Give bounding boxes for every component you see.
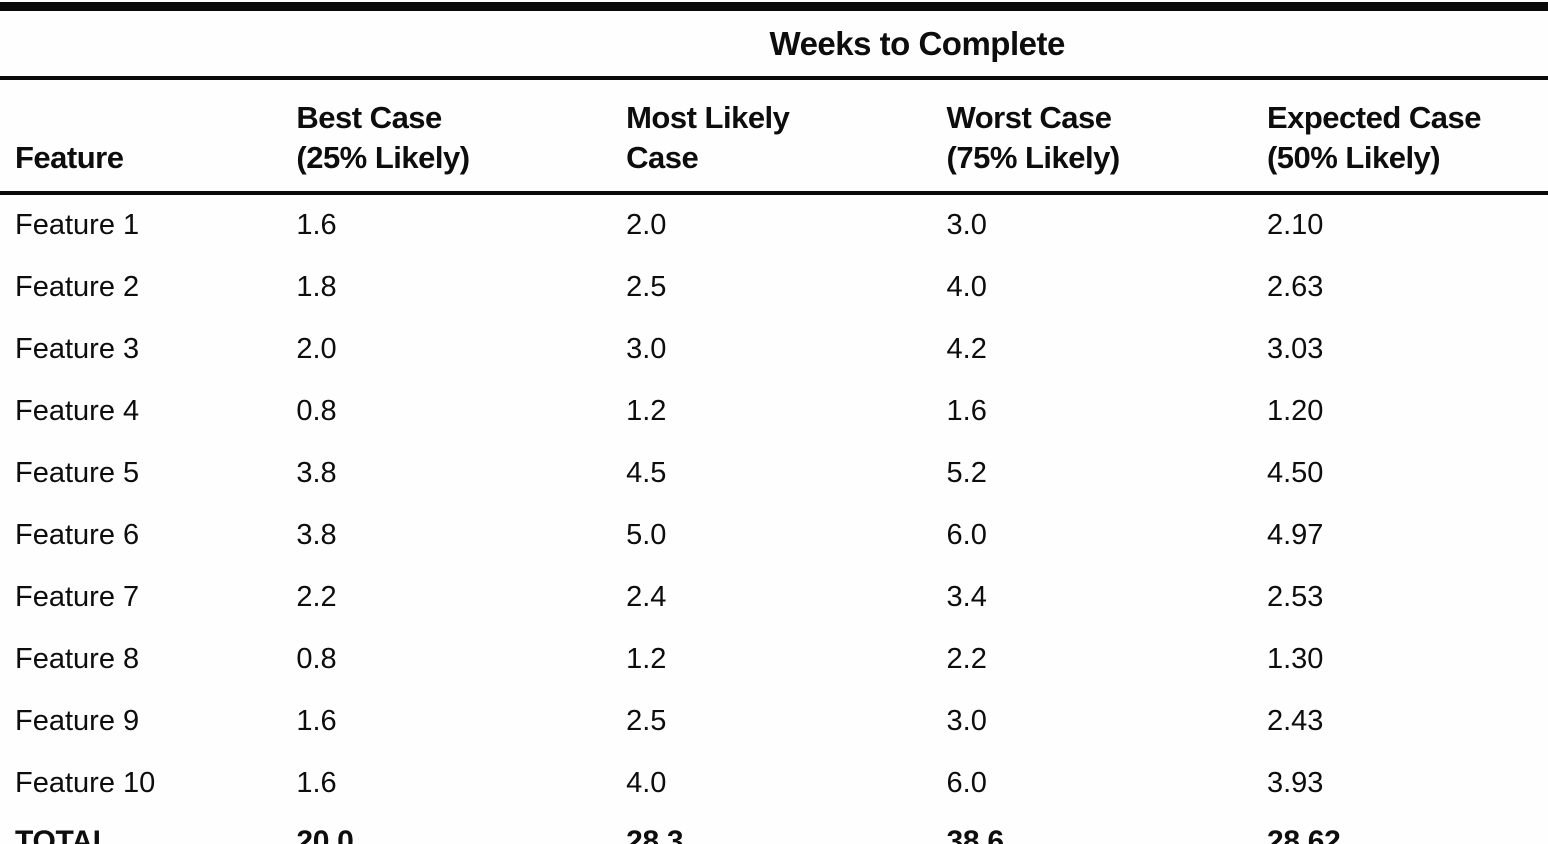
best-case-cell: 3.8 bbox=[296, 519, 337, 552]
worst-case-cell: 2.2 bbox=[946, 643, 987, 676]
most-likely-cell: 2.4 bbox=[626, 581, 667, 614]
span-header-spacer bbox=[0, 2, 287, 80]
total-expected-case: 28.62 bbox=[1256, 815, 1548, 844]
column-header-expected-case-line2: (50% Likely) bbox=[1266, 139, 1441, 175]
table-foot: TOTAL 20.0 28.3 38.6 28.62 bbox=[0, 815, 1548, 844]
table-row: Feature 1 1.6 2.0 3.0 2.10 bbox=[0, 193, 1548, 257]
most-likely-cell: 1.2 bbox=[626, 395, 667, 428]
feature-name-cell: Feature 10 bbox=[15, 767, 156, 800]
total-best-case: 20.0 bbox=[286, 815, 617, 844]
feature-name-cell: Feature 5 bbox=[15, 457, 140, 490]
table-row: Feature 3 2.0 3.0 4.2 3.03 bbox=[0, 319, 1548, 381]
column-header-worst-case-line1: Worst Case bbox=[946, 100, 1113, 135]
expected-case-cell: 3.93 bbox=[1266, 767, 1324, 800]
expected-case-cell: 4.97 bbox=[1266, 519, 1324, 552]
column-header-most-likely-line2: Case bbox=[626, 139, 699, 175]
most-likely-cell: 2.5 bbox=[626, 705, 667, 738]
best-case-cell: 1.8 bbox=[296, 271, 337, 304]
worst-case-cell: 4.2 bbox=[946, 333, 987, 366]
most-likely-cell: 2.0 bbox=[626, 209, 667, 242]
span-header-row: Weeks to Complete bbox=[0, 2, 1548, 80]
table-row: Feature 10 1.6 4.0 6.0 3.93 bbox=[0, 753, 1548, 815]
most-likely-cell: 3.0 bbox=[626, 333, 667, 366]
worst-case-cell: 6.0 bbox=[946, 519, 987, 552]
total-row: TOTAL 20.0 28.3 38.6 28.62 bbox=[0, 815, 1548, 844]
expected-case-cell: 2.63 bbox=[1266, 271, 1324, 304]
best-case-cell: 0.8 bbox=[296, 643, 337, 676]
worst-case-cell: 3.0 bbox=[946, 209, 987, 242]
expected-case-cell: 4.50 bbox=[1266, 457, 1324, 490]
worst-case-cell: 3.0 bbox=[946, 705, 987, 738]
most-likely-cell: 4.0 bbox=[626, 767, 667, 800]
table-title: Weeks to Complete bbox=[286, 2, 1548, 80]
column-header-worst-case-line2: (75% Likely) bbox=[946, 139, 1121, 175]
column-header-feature-line1: Feature bbox=[15, 139, 124, 175]
best-case-cell: 3.8 bbox=[296, 457, 337, 490]
column-header-most-likely: Most Likely Case bbox=[616, 78, 937, 196]
table-row: Feature 2 1.8 2.5 4.0 2.63 bbox=[0, 257, 1548, 319]
table-row: Feature 6 3.8 5.0 6.0 4.97 bbox=[0, 505, 1548, 567]
feature-name-cell: Feature 2 bbox=[15, 271, 140, 304]
most-likely-cell: 2.5 bbox=[626, 271, 667, 304]
table-row: Feature 9 1.6 2.5 3.0 2.43 bbox=[0, 691, 1548, 753]
column-header-feature: Feature bbox=[0, 78, 287, 196]
feature-name-cell: Feature 8 bbox=[15, 643, 140, 676]
column-header-most-likely-line1: Most Likely bbox=[626, 100, 790, 135]
column-header-best-case: Best Case (25% Likely) bbox=[286, 78, 617, 196]
column-header-expected-case-line1: Expected Case bbox=[1266, 100, 1482, 135]
feature-name-cell: Feature 7 bbox=[15, 581, 140, 614]
column-header-best-case-line2: (25% Likely) bbox=[296, 139, 470, 175]
column-header-row: Feature Best Case (25% Likely) Most Like… bbox=[0, 78, 1548, 196]
feature-name-cell: Feature 1 bbox=[15, 209, 140, 242]
expected-case-cell: 3.03 bbox=[1266, 333, 1324, 366]
most-likely-cell: 5.0 bbox=[626, 519, 667, 552]
total-most-likely: 28.3 bbox=[616, 815, 937, 844]
expected-case-cell: 2.10 bbox=[1266, 209, 1324, 242]
best-case-cell: 2.0 bbox=[296, 333, 337, 366]
total-worst-case: 38.6 bbox=[936, 815, 1257, 844]
most-likely-cell: 4.5 bbox=[626, 457, 667, 490]
worst-case-cell: 1.6 bbox=[946, 395, 987, 428]
most-likely-cell: 1.2 bbox=[626, 643, 667, 676]
best-case-cell: 2.2 bbox=[296, 581, 337, 614]
table-row: Feature 5 3.8 4.5 5.2 4.50 bbox=[0, 443, 1548, 505]
table-head: Weeks to Complete Feature Best Case (25%… bbox=[0, 2, 1548, 196]
column-header-worst-case: Worst Case (75% Likely) bbox=[936, 78, 1257, 196]
worst-case-cell: 5.2 bbox=[946, 457, 987, 490]
worst-case-cell: 6.0 bbox=[946, 767, 987, 800]
feature-name-cell: Feature 4 bbox=[15, 395, 140, 428]
table-row: Feature 4 0.8 1.2 1.6 1.20 bbox=[0, 381, 1548, 443]
column-header-best-case-line1: Best Case bbox=[296, 100, 442, 135]
table-body: Feature 1 1.6 2.0 3.0 2.10 Feature 2 1.8… bbox=[0, 193, 1548, 815]
expected-case-cell: 1.20 bbox=[1266, 395, 1324, 428]
best-case-cell: 1.6 bbox=[296, 705, 337, 738]
best-case-cell: 1.6 bbox=[296, 209, 337, 242]
best-case-cell: 0.8 bbox=[296, 395, 337, 428]
worst-case-cell: 4.0 bbox=[946, 271, 987, 304]
worst-case-cell: 3.4 bbox=[946, 581, 987, 614]
feature-name-cell: Feature 3 bbox=[15, 333, 140, 366]
expected-case-cell: 2.43 bbox=[1266, 705, 1324, 738]
best-case-cell: 1.6 bbox=[296, 767, 337, 800]
feature-name-cell: Feature 6 bbox=[15, 519, 140, 552]
total-label: TOTAL bbox=[0, 815, 287, 844]
column-header-expected-case: Expected Case (50% Likely) bbox=[1256, 78, 1548, 196]
feature-name-cell: Feature 9 bbox=[15, 705, 140, 738]
expected-case-cell: 2.53 bbox=[1266, 581, 1324, 614]
table-row: Feature 8 0.8 1.2 2.2 1.30 bbox=[0, 629, 1548, 691]
expected-case-cell: 1.30 bbox=[1266, 643, 1324, 676]
table-row: Feature 7 2.2 2.4 3.4 2.53 bbox=[0, 567, 1548, 629]
